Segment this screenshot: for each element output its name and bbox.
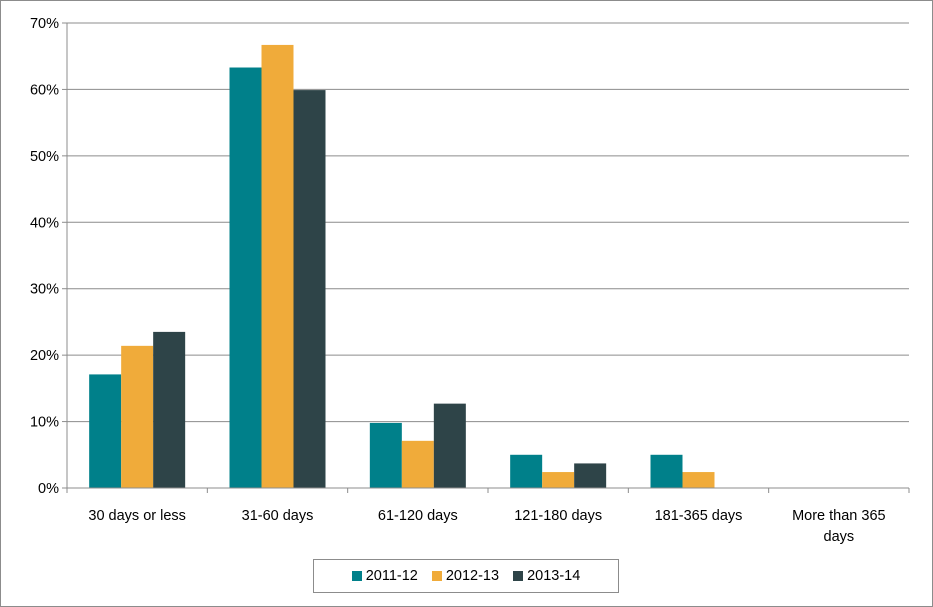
bar-2013-14-3 xyxy=(574,463,607,488)
y-tick-label: 20% xyxy=(30,348,59,364)
axes xyxy=(66,23,910,493)
x-category-label: 30 days or less xyxy=(88,508,186,524)
legend-swatch-2011-12 xyxy=(351,571,362,581)
x-category-label: 181-365 days xyxy=(655,508,743,524)
x-category-label: 121-180 days xyxy=(514,508,602,524)
y-tick-label: 30% xyxy=(30,282,59,298)
y-tick-label: 60% xyxy=(30,82,59,98)
x-category-label: More than 365 days xyxy=(792,508,886,545)
legend-item-2011-12: 2011-12 xyxy=(351,568,418,584)
y-tick-label: 70% xyxy=(30,16,59,32)
legend-item-2013-14: 2013-14 xyxy=(513,568,580,584)
legend-item-2012-13: 2012-13 xyxy=(431,568,500,584)
grid-lines xyxy=(67,22,909,423)
y-tick-label: 10% xyxy=(30,415,59,431)
legend-label-2012-13: 2012-13 xyxy=(445,568,500,584)
bar-2011-12-4 xyxy=(650,454,683,488)
bar-2013-14-1 xyxy=(293,90,326,488)
bar-2013-14-2 xyxy=(433,403,466,488)
y-tick-label: 50% xyxy=(30,149,59,165)
legend: 2011-12 2012-13 2013-14 xyxy=(313,559,619,593)
category-labels: 30 days or less 31-60 days 61-120 days 121-… xyxy=(88,508,885,545)
y-tick-label: 40% xyxy=(30,215,59,231)
x-category-label: 31-60 days xyxy=(242,508,314,524)
legend-swatch-2012-13 xyxy=(431,571,442,581)
bar-2011-12-2 xyxy=(369,422,402,488)
y-axis-ticks: 0% 10% 20% 30% 40% 50% 60% 70% xyxy=(30,16,67,497)
bar-2011-12-0 xyxy=(89,374,122,488)
bar-2013-14-0 xyxy=(153,331,186,488)
bar-2012-13-0 xyxy=(121,345,154,488)
legend-label-2011-12: 2011-12 xyxy=(365,568,418,584)
x-category-label: 61-120 days xyxy=(378,508,458,524)
bars xyxy=(89,44,715,489)
bar-2011-12-3 xyxy=(510,454,543,488)
bar-2012-13-2 xyxy=(401,440,434,488)
bar-2011-12-1 xyxy=(229,67,262,488)
bar-2012-13-3 xyxy=(542,472,575,488)
bar-2012-13-4 xyxy=(682,472,715,488)
y-tick-label: 0% xyxy=(38,481,59,497)
legend-swatch-2013-14 xyxy=(513,571,524,581)
legend-label-2013-14: 2013-14 xyxy=(527,568,581,584)
bar-2012-13-1 xyxy=(261,44,294,489)
